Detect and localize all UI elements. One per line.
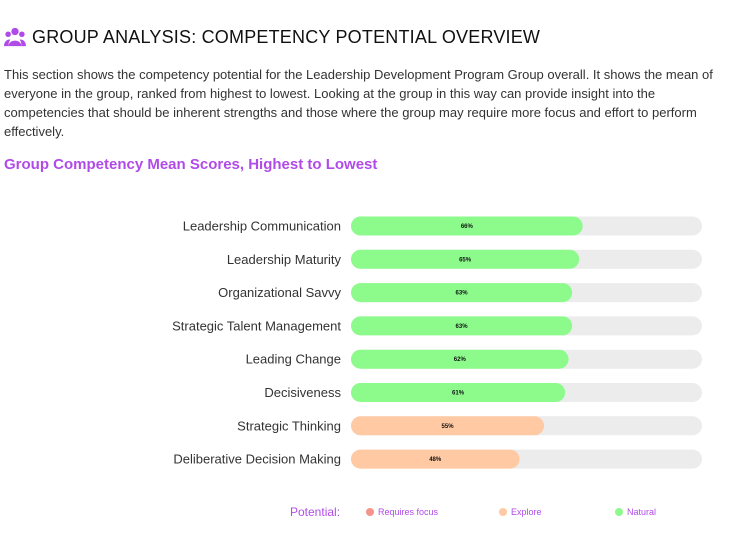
category-label: Leadership Maturity: [227, 252, 342, 267]
competency-bar-chart: Leadership Communication 66% Leadership Ma…: [172, 216, 702, 469]
page-title: GROUP ANALYSIS: COMPETENCY POTENTIAL OVE…: [32, 26, 541, 47]
category-label: Strategic Talent Management: [172, 318, 341, 333]
legend-item-explore: Explore: [499, 507, 542, 517]
legend-title: Potential:: [290, 505, 341, 519]
bar: [351, 216, 583, 236]
value-label: 48%: [429, 457, 442, 463]
legend: Potential: Requires focus Explore Natura…: [0, 505, 745, 523]
bar: [351, 316, 573, 336]
legend-label-requires-focus: Requires focus: [378, 507, 439, 517]
bar: [351, 416, 545, 436]
bar: [351, 349, 569, 369]
users-icon: [4, 27, 26, 47]
bar: [351, 249, 580, 269]
category-label: Leadership Communication: [183, 219, 341, 234]
legend-label-explore: Explore: [511, 507, 542, 517]
legend-label-natural: Natural: [627, 507, 657, 517]
value-label: 62%: [454, 357, 467, 363]
category-label: Decisiveness: [264, 385, 341, 400]
legend-item-requires-focus: Requires focus: [366, 507, 438, 517]
bar: [351, 283, 573, 303]
value-label: 61%: [452, 391, 465, 397]
section-header: GROUP ANALYSIS: COMPETENCY POTENTIAL OVE…: [4, 26, 540, 48]
value-label: 66%: [461, 224, 474, 230]
legend-item-natural: Natural: [615, 507, 656, 517]
value-label: 63%: [456, 291, 469, 297]
legend-swatch-natural: [615, 508, 623, 516]
bar: [351, 449, 520, 469]
legend-swatch-explore: [499, 508, 507, 516]
category-label: Organizational Savvy: [218, 285, 341, 300]
value-label: 55%: [442, 424, 455, 430]
value-label: 65%: [459, 257, 472, 263]
bar: [351, 383, 566, 402]
category-label: Deliberative Decision Making: [173, 452, 341, 467]
chart-title: Group Competency Mean Scores, Highest to…: [4, 156, 378, 173]
section-description: This section shows the competency potent…: [4, 67, 713, 139]
category-label: Strategic Thinking: [237, 418, 341, 433]
legend-swatch-requires-focus: [366, 508, 374, 516]
value-label: 63%: [456, 324, 469, 330]
category-label: Leading Change: [246, 352, 341, 367]
